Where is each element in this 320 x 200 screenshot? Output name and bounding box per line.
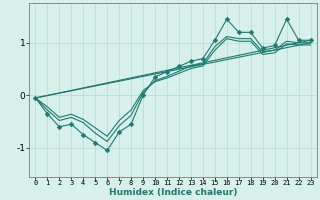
X-axis label: Humidex (Indice chaleur): Humidex (Indice chaleur) bbox=[109, 188, 237, 197]
